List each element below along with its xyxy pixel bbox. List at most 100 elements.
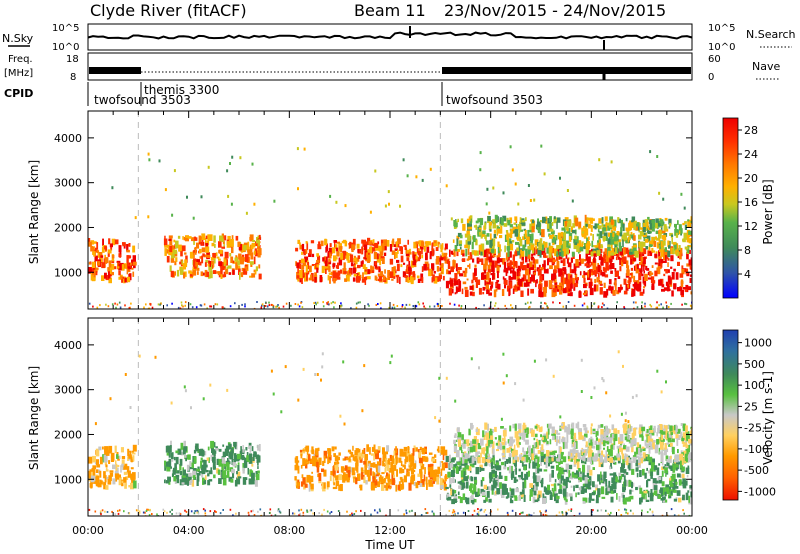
sparse-echo-cell [429,167,432,171]
scatter-cell [418,240,422,247]
scatter-cell [228,272,232,275]
scatter-cell [636,222,640,227]
scatter-cell [536,494,539,501]
scatter-cell [605,425,608,434]
scatter-cell [164,248,167,256]
scatter-cell [360,472,364,480]
scatter-cell [94,255,98,262]
scatter-cell [621,473,625,477]
scatter-cell [604,274,609,278]
scatter-cell [640,241,644,248]
scatter-cell [490,248,495,254]
scatter-cell [457,249,460,252]
scatter-cell [666,459,669,463]
ground-scatter-cell [403,513,405,516]
scatter-cell [314,457,318,463]
scatter-cell [525,256,528,263]
scatter-cell [497,228,501,234]
scatter-cell [337,262,339,269]
scatter-cell [670,266,673,269]
ground-scatter-cell [433,513,435,516]
scatter-cell [629,426,633,432]
scatter-cell [482,292,485,295]
scatter-cell [329,277,331,284]
scatter-cell [406,249,410,258]
scatter-cell [510,465,513,472]
scatter-cell [635,447,640,455]
scatter-cell [468,428,471,436]
scatter-cell [91,467,96,476]
scatter-cell [592,445,596,449]
scatter-cell [558,256,563,260]
scatter-cell [530,238,533,243]
scatter-cell [609,264,612,270]
sparse-echo-cell [389,361,392,365]
scatter-cell [623,290,628,295]
scatter-cell [165,480,170,484]
ground-scatter-cell [624,508,626,511]
ground-scatter-cell [177,306,180,309]
sparse-echo-cell [540,144,543,148]
scatter-cell [547,258,550,266]
scatter-cell [643,490,648,494]
scatter-cell [308,265,312,273]
scatter-cell [248,453,252,461]
scatter-cell [356,275,361,283]
scatter-cell [305,272,309,276]
ground-scatter-cell [351,512,353,515]
scatter-cell [463,471,466,479]
scatter-cell [605,265,609,271]
scatter-cell [248,445,252,449]
scatter-cell [537,227,541,233]
scatter-cell [629,489,632,495]
scatter-cell [521,489,525,498]
scatter-cell [658,256,662,260]
ground-scatter-cell [405,512,408,515]
ground-scatter-cell [326,303,329,305]
scatter-cell [536,279,538,284]
ground-scatter-cell [265,301,267,304]
ground-scatter-cell [511,509,514,512]
scatter-cell [648,456,653,463]
scatter-cell [649,240,653,245]
scatter-cell [542,493,545,501]
scatter-cell [637,281,640,286]
scatter-cell [390,462,394,469]
scatter-cell [297,239,301,244]
scatter-cell [673,243,677,251]
scatter-cell [126,255,129,263]
scatter-cell [340,484,343,492]
sparse-echo-cell [129,406,132,409]
scatter-cell [504,441,507,446]
scatter-cell [673,268,676,272]
scatter-cell [449,454,451,462]
scatter-cell [187,454,191,460]
scatter-cell [570,452,574,457]
scatter-cell [205,470,209,473]
scatter-cell [451,499,455,505]
ground-scatter-cell [333,306,335,309]
scatter-cell [572,448,576,454]
scatter-cell [375,474,379,477]
scatter-cell [257,466,259,469]
scatter-cell [637,456,642,464]
scatter-cell [671,438,675,443]
scatter-cell [213,235,216,243]
scatter-cell [170,257,175,263]
scatter-cell [181,245,186,252]
scatter-cell [659,229,662,237]
scatter-cell [186,464,190,471]
sparse-echo-cell [387,190,390,194]
scatter-cell [635,467,639,472]
scatter-cell [626,269,630,276]
scatter-cell [618,472,622,476]
ground-scatter-cell [92,305,94,308]
scatter-cell [578,487,582,491]
ground-scatter-cell [422,302,424,305]
scatter-cell [532,496,536,504]
scatter-cell [527,445,531,452]
ground-scatter-cell [374,509,376,512]
scatter-cell [122,242,126,245]
scatter-cell [129,273,132,281]
scatter-cell [456,251,459,257]
